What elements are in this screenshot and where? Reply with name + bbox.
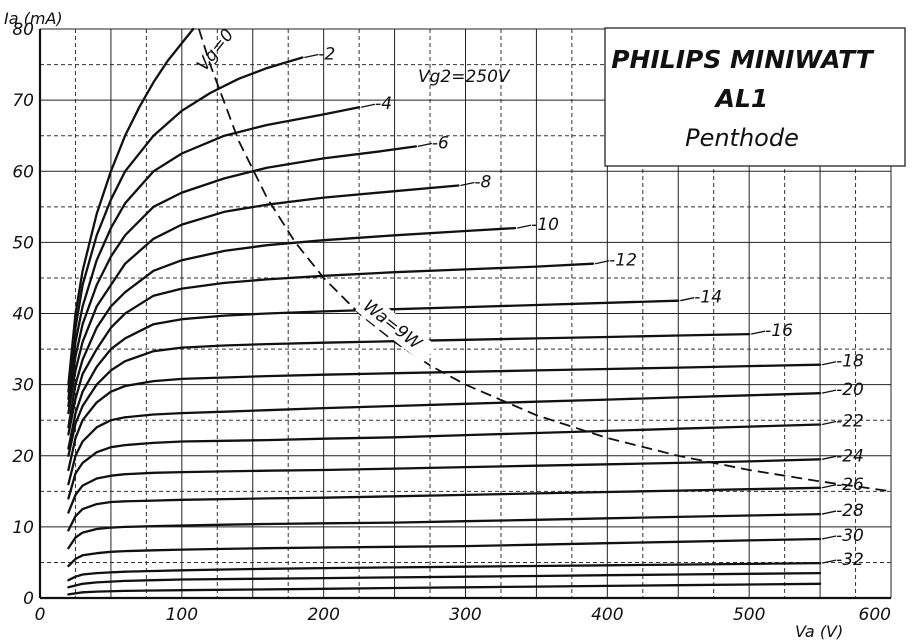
curve-label-leader bbox=[821, 389, 837, 394]
series-line bbox=[67, 458, 822, 514]
curve-label: -30 bbox=[836, 526, 864, 546]
series-line bbox=[67, 27, 195, 386]
series-line bbox=[67, 423, 822, 500]
chart-axes: 0 100 200 300 400 500 600 0 10 20 30 40 50 60 70 80 bbox=[12, 20, 891, 625]
curve-label: -18 bbox=[836, 352, 864, 372]
y-tick-label: 0 bbox=[23, 589, 34, 609]
curve-label-leader bbox=[821, 484, 837, 489]
curve-label: -22 bbox=[836, 411, 864, 431]
curve-label-leader bbox=[821, 420, 837, 426]
y-tick-label: 20 bbox=[12, 447, 34, 467]
curve-label: -4 bbox=[375, 94, 392, 114]
curve-label: -8 bbox=[474, 172, 491, 192]
series-line bbox=[67, 332, 751, 457]
series-line bbox=[67, 512, 822, 550]
series-line bbox=[67, 571, 822, 589]
x-tick-label: 500 bbox=[733, 605, 765, 625]
x-tick-label: 400 bbox=[591, 605, 623, 625]
y-tick-label: 70 bbox=[12, 91, 34, 111]
curve-label: -10 bbox=[531, 215, 559, 235]
x-tick-label: 0 bbox=[35, 605, 46, 625]
curve-label: -28 bbox=[836, 501, 864, 521]
series-line bbox=[67, 145, 418, 408]
curve-label-leader bbox=[595, 260, 610, 265]
curve-label: -26 bbox=[836, 475, 864, 495]
curve-label-leader bbox=[751, 330, 766, 335]
series-line bbox=[67, 299, 680, 450]
chart-title-type: AL1 bbox=[714, 84, 769, 113]
y-tick-label: 50 bbox=[12, 233, 34, 253]
series-line bbox=[67, 486, 822, 532]
series-line bbox=[67, 106, 361, 401]
series-line bbox=[67, 582, 822, 596]
curve-label-leader bbox=[417, 142, 432, 147]
dissipation-label: Wa=9W bbox=[359, 296, 426, 354]
x-tick-label: 600 bbox=[859, 605, 891, 625]
series-line bbox=[67, 392, 822, 486]
series-line bbox=[67, 56, 304, 393]
curve-label-leader bbox=[680, 297, 695, 302]
x-tick-label: 100 bbox=[166, 605, 198, 625]
anode-current-curves bbox=[67, 27, 822, 596]
y-tick-label: 40 bbox=[12, 305, 34, 325]
series-line bbox=[67, 226, 517, 429]
curve-label-leader bbox=[821, 455, 837, 460]
title-box: PHILIPS MINIWATT AL1 Penthode bbox=[604, 27, 906, 167]
curve-label: -16 bbox=[765, 321, 793, 341]
curve-label: -20 bbox=[836, 380, 864, 400]
y-tick-label: 60 bbox=[12, 162, 34, 182]
screen-voltage-label: Vg2=250V bbox=[418, 67, 511, 87]
curve-label-leader bbox=[460, 181, 475, 187]
curve-label-leader bbox=[821, 510, 837, 515]
curve-label-leader bbox=[360, 103, 376, 108]
series-line bbox=[67, 561, 822, 582]
curve-label: -24 bbox=[836, 446, 864, 466]
curve-label-leader bbox=[304, 53, 319, 59]
chart-title: PHILIPS MINIWATT bbox=[611, 45, 874, 74]
curve-label: -12 bbox=[609, 251, 637, 271]
curve-label-leader bbox=[821, 559, 837, 564]
curve-label: -14 bbox=[694, 288, 722, 308]
curve-label-leader bbox=[517, 224, 532, 229]
series-line bbox=[67, 184, 460, 415]
chart-title-kind: Penthode bbox=[685, 124, 799, 152]
series-line bbox=[67, 537, 822, 568]
curve-label-leader bbox=[821, 535, 837, 540]
y-tick-label: 10 bbox=[12, 518, 34, 538]
curve-label: -2 bbox=[318, 44, 335, 64]
curve-label: -32 bbox=[836, 550, 864, 570]
series-line bbox=[67, 262, 595, 436]
y-tick-label: 30 bbox=[12, 376, 34, 396]
y-tick-label: 80 bbox=[12, 20, 34, 40]
x-tick-label: 200 bbox=[307, 605, 339, 625]
x-tick-label: 300 bbox=[449, 605, 481, 625]
y-axis-label: Ia (mA) bbox=[4, 9, 63, 28]
series-line bbox=[67, 363, 822, 472]
curve-label: -6 bbox=[432, 133, 449, 153]
dissipation-label-bg bbox=[355, 292, 437, 364]
curve-label-leader bbox=[821, 361, 837, 366]
x-axis-label: Va (V) bbox=[795, 622, 843, 641]
